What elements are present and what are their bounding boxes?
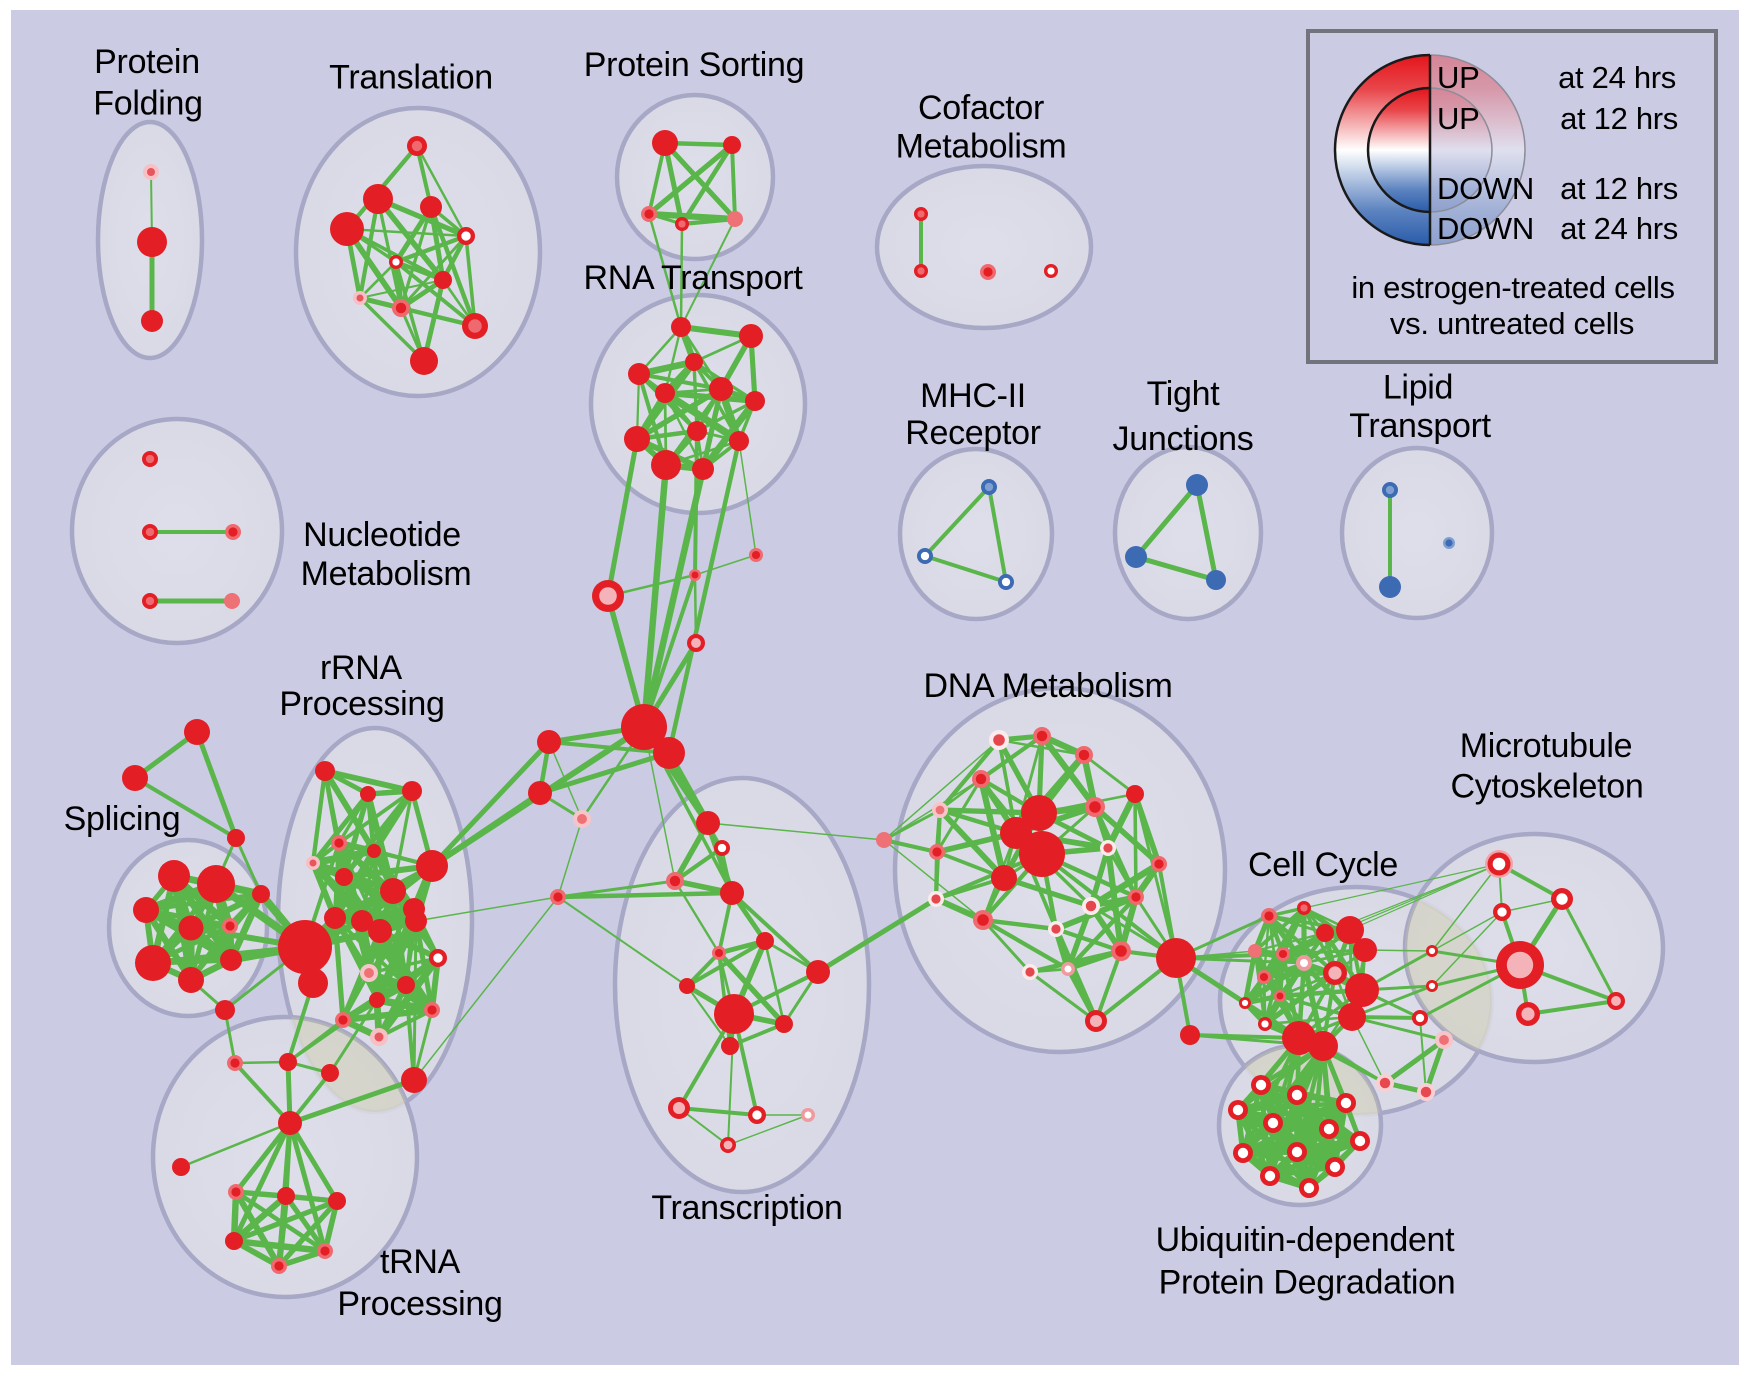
svg-text:Cofactor: Cofactor bbox=[918, 89, 1044, 127]
svg-text:in estrogen-treated cells: in estrogen-treated cells bbox=[1351, 270, 1674, 305]
svg-text:Lipid: Lipid bbox=[1383, 369, 1453, 407]
svg-text:Tight: Tight bbox=[1147, 375, 1221, 413]
svg-text:Metabolism: Metabolism bbox=[301, 555, 472, 593]
svg-text:Ubiquitin-dependent: Ubiquitin-dependent bbox=[1156, 1221, 1455, 1259]
svg-text:MHC-II: MHC-II bbox=[920, 377, 1026, 415]
svg-text:tRNA: tRNA bbox=[380, 1243, 461, 1281]
svg-text:Processing: Processing bbox=[337, 1285, 502, 1323]
svg-text:Folding: Folding bbox=[93, 85, 202, 123]
svg-text:Nucleotide: Nucleotide bbox=[303, 516, 461, 554]
svg-text:UP: UP bbox=[1437, 60, 1479, 95]
svg-text:Splicing: Splicing bbox=[64, 800, 181, 838]
svg-text:UP: UP bbox=[1437, 101, 1479, 136]
svg-text:Transcription: Transcription bbox=[651, 1189, 842, 1227]
svg-text:Protein Sorting: Protein Sorting bbox=[584, 46, 804, 84]
svg-text:Transport: Transport bbox=[1349, 407, 1491, 445]
svg-text:Processing: Processing bbox=[279, 685, 444, 723]
svg-text:at 12 hrs: at 12 hrs bbox=[1560, 101, 1678, 136]
svg-text:at 24 hrs: at 24 hrs bbox=[1560, 211, 1678, 246]
svg-text:Cell Cycle: Cell Cycle bbox=[1248, 846, 1398, 884]
svg-text:RNA Transport: RNA Transport bbox=[583, 259, 803, 297]
svg-text:Protein: Protein bbox=[94, 43, 200, 81]
svg-text:Junctions: Junctions bbox=[1113, 420, 1254, 458]
svg-text:vs. untreated cells: vs. untreated cells bbox=[1390, 306, 1634, 341]
svg-text:at 24 hrs: at 24 hrs bbox=[1558, 60, 1676, 95]
svg-text:Metabolism: Metabolism bbox=[896, 128, 1067, 166]
svg-text:DOWN: DOWN bbox=[1437, 171, 1534, 206]
svg-text:Protein Degradation: Protein Degradation bbox=[1159, 1264, 1456, 1302]
svg-text:DNA Metabolism: DNA Metabolism bbox=[924, 667, 1173, 705]
svg-text:at 12 hrs: at 12 hrs bbox=[1560, 171, 1678, 206]
svg-text:DOWN: DOWN bbox=[1437, 211, 1534, 246]
svg-text:Receptor: Receptor bbox=[905, 414, 1041, 452]
svg-text:Cytoskeleton: Cytoskeleton bbox=[1451, 768, 1644, 806]
svg-text:Microtubule: Microtubule bbox=[1460, 727, 1632, 765]
svg-text:Translation: Translation bbox=[329, 59, 493, 97]
svg-text:rRNA: rRNA bbox=[320, 649, 403, 687]
